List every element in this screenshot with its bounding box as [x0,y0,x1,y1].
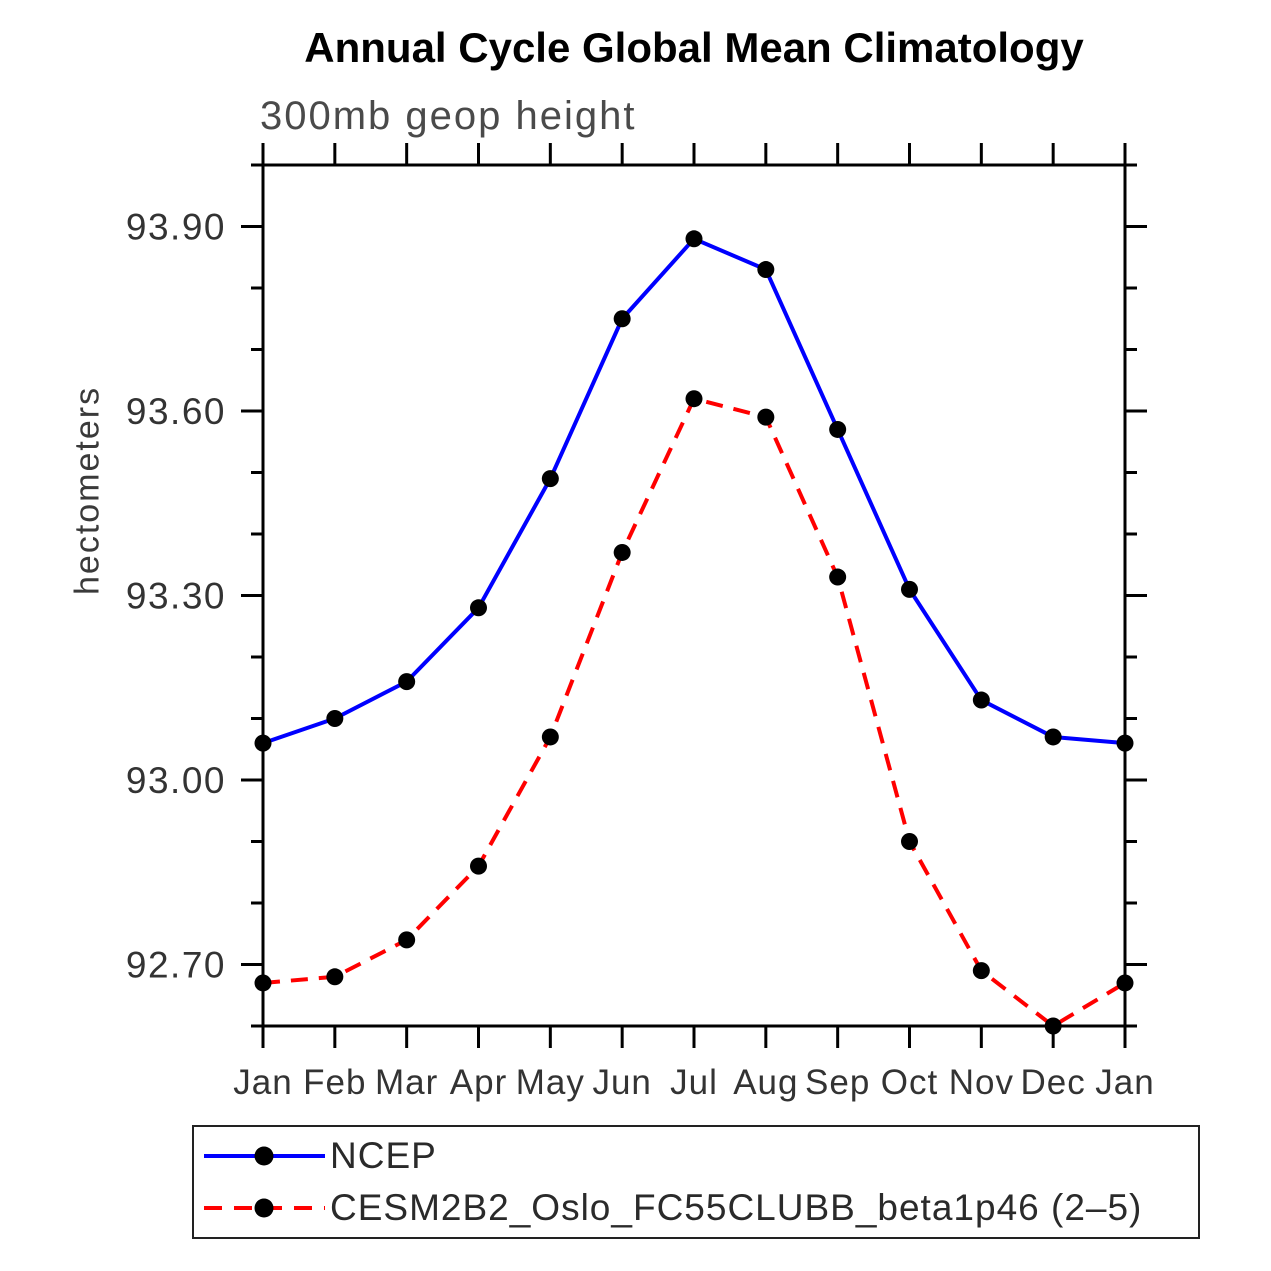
x-tick-label: Jun [592,1063,651,1102]
x-tick-label: Dec [1021,1063,1086,1102]
data-point-marker-ncep [972,691,990,709]
y-tick-label: 93.90 [126,207,226,248]
data-point-marker-cesm2b2-oslo-fc55clubb-beta1p46-2-5 [901,833,918,850]
data-point-marker-ncep [901,580,918,598]
y-tick-label: 93.30 [126,576,226,617]
data-point-marker-cesm2b2-oslo-fc55clubb-beta1p46-2-5 [757,408,775,426]
data-point-marker-ncep [398,673,416,691]
legend-sample-cesm2b2 [204,1198,325,1218]
legend-marker-dot [254,1146,274,1166]
data-point-marker-cesm2b2-oslo-fc55clubb-beta1p46-2-5 [470,857,487,875]
data-point-marker-ncep [613,310,631,328]
y-tick-label: 93.00 [126,760,226,801]
legend-box: NCEP CESM2B2_Oslo_FC55CLUBB_beta1p46 (2–… [192,1125,1200,1239]
x-tick-label: Jan [1095,1063,1154,1102]
data-point-marker-ncep [326,710,344,727]
x-tick-label: Mar [375,1063,438,1102]
x-tick-label: Apr [450,1063,507,1102]
data-point-marker-cesm2b2-oslo-fc55clubb-beta1p46-2-5 [1044,1017,1062,1035]
data-point-marker-ncep [254,734,272,752]
data-point-marker-ncep [470,599,487,617]
legend-row-ncep: NCEP [198,1133,1198,1179]
data-point-marker-cesm2b2-oslo-fc55clubb-beta1p46-2-5 [541,728,559,746]
data-point-marker-ncep [1116,734,1134,752]
data-point-marker-cesm2b2-oslo-fc55clubb-beta1p46-2-5 [685,390,703,408]
data-point-marker-ncep [1044,728,1062,746]
legend-row-cesm2b2: CESM2B2_Oslo_FC55CLUBB_beta1p46 (2–5) [198,1185,1198,1231]
data-point-marker-ncep [685,230,703,248]
x-tick-label: Feb [303,1063,366,1102]
data-point-marker-cesm2b2-oslo-fc55clubb-beta1p46-2-5 [972,962,990,980]
data-point-marker-cesm2b2-oslo-fc55clubb-beta1p46-2-5 [1116,974,1134,992]
x-tick-label: Jul [670,1063,718,1102]
legend-sample-ncep [204,1146,325,1166]
x-tick-label: Oct [881,1063,938,1102]
data-point-marker-ncep [829,420,847,438]
series-line-cesm2b2-oslo-fc55clubb-beta1p46-2-5 [262,396,1127,1028]
data-point-marker-ncep [541,470,559,488]
data-point-marker-cesm2b2-oslo-fc55clubb-beta1p46-2-5 [829,568,847,586]
data-point-marker-cesm2b2-oslo-fc55clubb-beta1p46-2-5 [613,543,631,561]
data-point-marker-cesm2b2-oslo-fc55clubb-beta1p46-2-5 [398,931,416,949]
data-point-marker-cesm2b2-oslo-fc55clubb-beta1p46-2-5 [254,974,272,992]
y-tick-label: 93.60 [126,391,226,432]
series-line-ncep [262,236,1126,746]
axis-frame [261,163,1127,1028]
x-tick-label: Sep [805,1063,870,1102]
chart-title: Annual Cycle Global Mean Climatology [304,24,1084,71]
legend-label-ncep: NCEP [330,1135,437,1176]
data-point-marker-cesm2b2-oslo-fc55clubb-beta1p46-2-5 [326,968,344,986]
x-tick-label: Jan [233,1063,292,1102]
y-tick-label: 92.70 [126,945,226,986]
x-tick-label: Aug [733,1063,798,1102]
legend-marker-dot [254,1198,274,1218]
data-point-marker-ncep [757,261,775,279]
legend-label-cesm2b2: CESM2B2_Oslo_FC55CLUBB_beta1p46 (2–5) [330,1187,1143,1228]
x-tick-label: Nov [949,1063,1014,1102]
x-tick-label: May [516,1063,585,1102]
chart-subtitle: 300mb geop height [260,94,637,138]
